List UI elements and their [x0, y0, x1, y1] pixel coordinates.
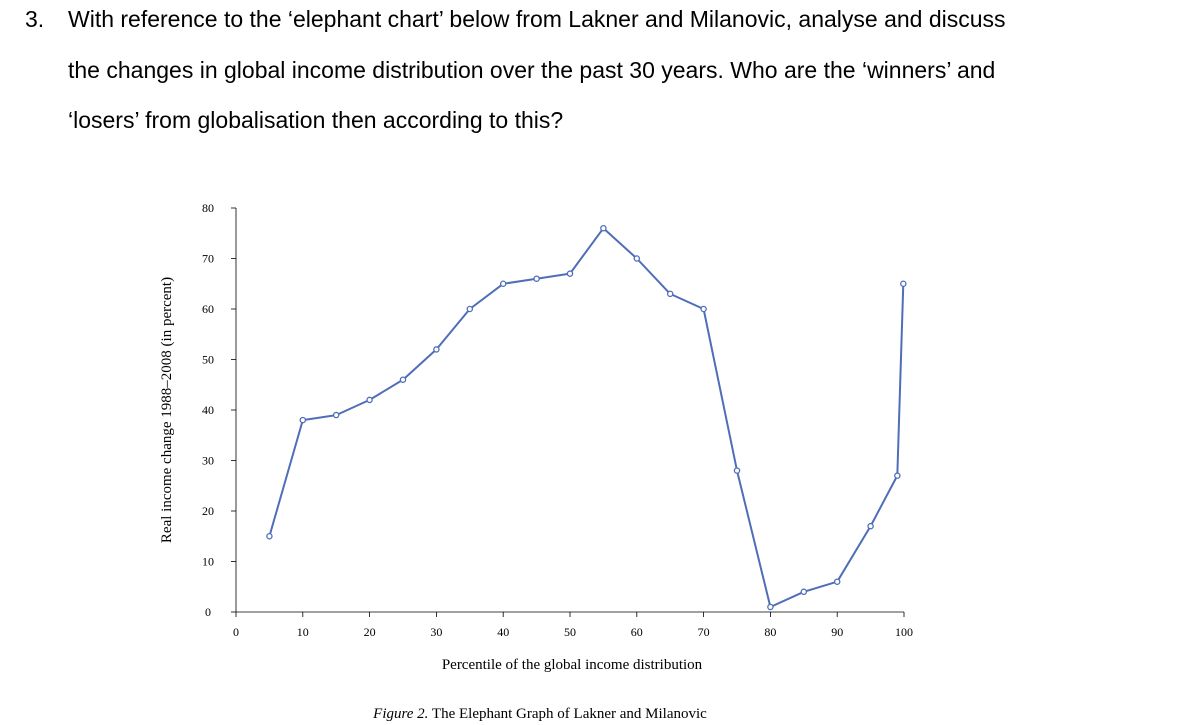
question-number: 3.	[25, 6, 45, 32]
chart-series	[266, 224, 907, 611]
data-point	[533, 275, 540, 282]
data-point	[366, 396, 373, 404]
data-point	[800, 588, 808, 596]
y-tick-label: 0	[205, 605, 211, 619]
data-point	[900, 280, 907, 287]
x-tick-label: 50	[564, 625, 576, 639]
chart-axes	[235, 208, 904, 613]
data-point	[666, 290, 674, 298]
data-point	[299, 416, 307, 424]
x-tick-label: 70	[698, 625, 710, 639]
x-tick-label: 60	[631, 625, 643, 639]
data-point	[833, 578, 841, 585]
data-point	[767, 603, 774, 611]
chart-ticks: 0 10 20 30 40 50 60 70 80 90 100 0 10 20 30 40 50 60 70 80	[202, 201, 913, 639]
y-tick-label: 40	[202, 403, 214, 417]
x-tick-label: 30	[430, 625, 442, 639]
data-point	[266, 533, 273, 540]
data-point	[566, 270, 574, 277]
figure-caption-text: The Elephant Graph of Lakner and Milanov…	[428, 706, 707, 722]
y-tick-label: 20	[202, 504, 214, 518]
data-point	[867, 522, 874, 530]
y-tick-label: 10	[202, 555, 214, 569]
question-line-2: the changes in global income distributio…	[68, 57, 996, 83]
x-axis-title: Percentile of the global income distribu…	[442, 657, 703, 673]
data-point	[894, 472, 901, 479]
x-tick-label: 0	[233, 625, 239, 639]
figure-caption: Figure 2. The Elephant Graph of Lakner a…	[372, 706, 707, 722]
data-point	[399, 376, 407, 383]
data-point	[700, 305, 707, 313]
x-tick-label: 100	[895, 625, 913, 639]
series-line	[268, 227, 905, 608]
data-point	[600, 224, 607, 232]
data-point	[633, 255, 641, 262]
x-tick-label: 80	[764, 625, 776, 639]
y-tick-label: 60	[202, 302, 214, 316]
question-line-1: With reference to the ‘elephant chart’ b…	[68, 6, 1006, 32]
y-tick-label: 50	[202, 353, 214, 367]
question-line-3: ‘losers’ from globalisation then accordi…	[68, 107, 564, 133]
y-tick-label: 30	[202, 454, 214, 468]
data-point	[733, 467, 741, 474]
x-tick-label: 90	[831, 625, 843, 639]
x-tick-label: 20	[364, 625, 376, 639]
x-tick-label: 10	[297, 625, 309, 639]
x-tick-label: 40	[497, 625, 509, 639]
y-axis-title: Real income change 1988–2008 (in percent…	[159, 277, 175, 543]
data-point	[433, 346, 440, 353]
figure-caption-label: Figure 2.	[372, 706, 428, 722]
y-tick-label: 70	[202, 252, 214, 266]
data-point	[466, 305, 474, 313]
data-point	[499, 280, 507, 287]
data-point	[332, 411, 340, 419]
y-tick-label: 80	[202, 201, 214, 215]
